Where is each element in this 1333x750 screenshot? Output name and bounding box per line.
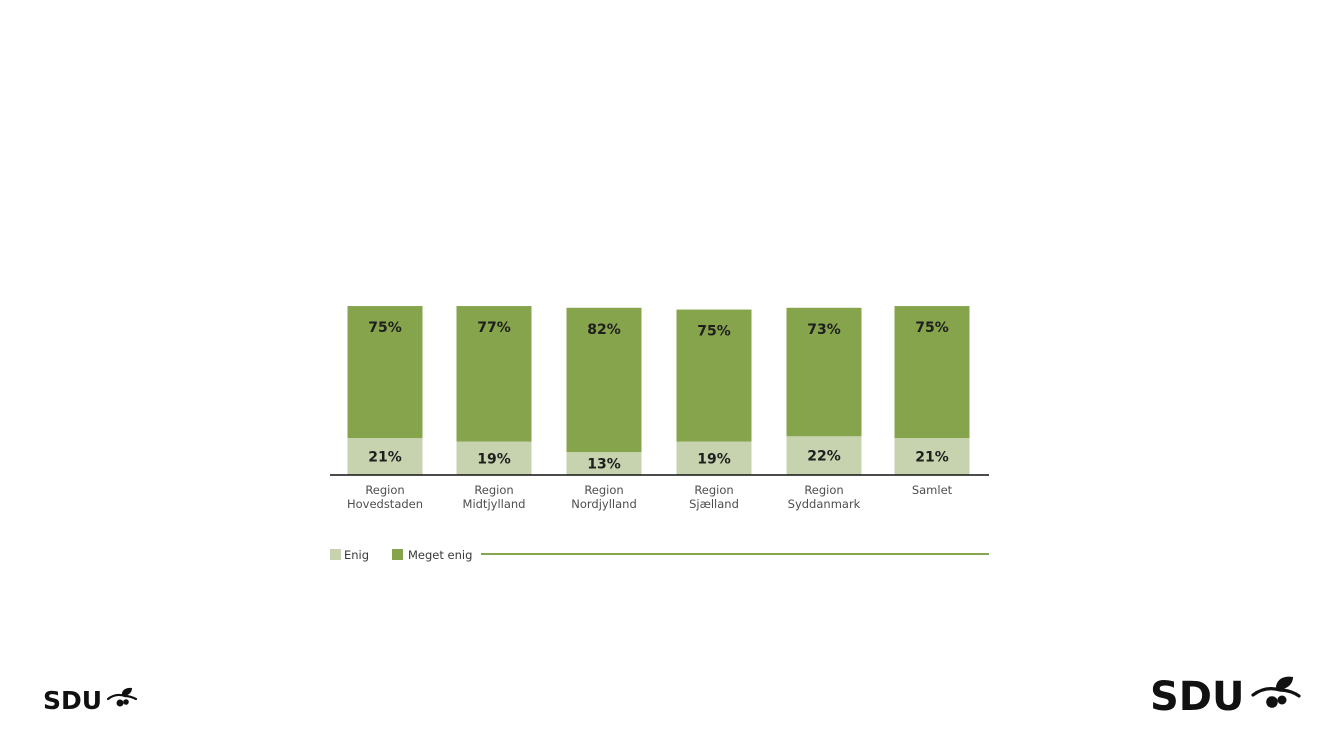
bar-segment-enig [676,441,752,475]
bar-segment-enig [456,441,532,475]
bar-segment-meget-enig [566,307,642,453]
category-tick-label: Region [474,483,513,497]
bar-segment-meget-enig [347,306,423,439]
category-tick-label: Samlet [912,483,953,497]
bar-value-label-meget-enig: 75% [915,320,949,336]
sdu-logo-small: SDU [43,684,139,717]
bar-segment-enig [786,436,862,475]
bar-segment-enig [347,438,423,475]
category-tick-label: Region [694,483,733,497]
bar-segment-meget-enig [894,306,970,439]
sdu-logo-small-text: SDU [43,685,103,715]
bar-value-label-meget-enig: 75% [368,320,402,336]
legend-label-meget-enig: Meget enig [408,548,472,562]
category-tick-label: Sjælland [689,497,739,511]
category-tick-label: Midtjylland [463,497,526,511]
bar-value-label-meget-enig: 75% [697,324,731,340]
legend-label-enig: Enig [344,548,369,562]
sdu-leaf-icon [105,684,139,717]
sdu-logo-large: SDU [1150,672,1304,722]
bar-value-label-meget-enig: 77% [477,320,511,336]
bar-value-label-meget-enig: 82% [587,322,621,338]
bar-value-label-enig: 13% [587,457,621,473]
bar-value-label-enig: 19% [697,451,731,467]
bar-value-label-enig: 19% [477,451,511,467]
bar-value-label-enig: 21% [915,450,949,466]
sdu-logo-large-text: SDU [1150,674,1245,720]
category-tick-label: Region [365,483,404,497]
bar-value-label-enig: 21% [368,450,402,466]
category-tick-label: Hovedstaden [347,497,423,511]
sdu-leaf-icon [1248,672,1304,722]
legend-swatch-enig [330,549,341,560]
category-tick-label: Region [804,483,843,497]
bar-segment-meget-enig [676,309,752,442]
bar-segment-meget-enig [456,306,532,442]
bar-segment-meget-enig [786,307,862,437]
bar-value-label-enig: 22% [807,449,841,465]
legend-swatch-meget-enig [392,549,403,560]
bar-segment-enig [566,452,642,475]
category-tick-label: Syddanmark [788,497,861,511]
category-tick-label: Nordjylland [571,497,637,511]
category-tick-label: Region [584,483,623,497]
bar-segment-enig [894,438,970,475]
bar-value-label-meget-enig: 73% [807,322,841,338]
